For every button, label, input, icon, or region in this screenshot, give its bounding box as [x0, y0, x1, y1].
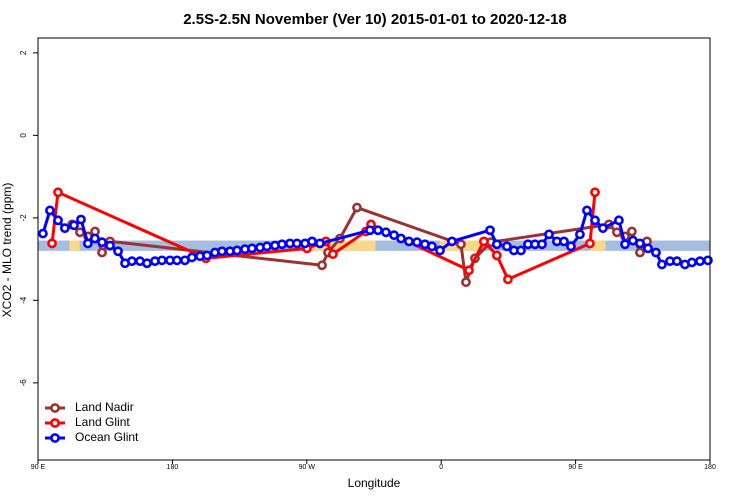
- data-point: [516, 245, 526, 256]
- data-point: [612, 227, 622, 238]
- legend-label: Land Nadir: [75, 400, 134, 414]
- data-point: [89, 233, 100, 244]
- x-tick-label: 180: [167, 464, 179, 471]
- data-point: [404, 236, 414, 247]
- data-point: [695, 256, 705, 267]
- legend-label: Land Glint: [75, 415, 130, 429]
- data-point: [456, 239, 466, 250]
- legend-label: Ocean Glint: [75, 430, 139, 444]
- y-tick-label: 2: [19, 50, 28, 55]
- data-point: [292, 238, 302, 249]
- data-point: [262, 241, 272, 252]
- data-point: [105, 240, 115, 251]
- data-point: [687, 257, 697, 268]
- data-point: [217, 246, 227, 257]
- data-point: [651, 247, 661, 258]
- y-tick-label: -2: [19, 214, 28, 222]
- series-line: [41, 207, 709, 267]
- x-tick-label: 90 E: [31, 464, 46, 471]
- highlight-range: [590, 240, 606, 251]
- data-point: [435, 245, 445, 256]
- legend-marker: [50, 433, 60, 443]
- data-point: [537, 239, 547, 250]
- data-point: [97, 247, 107, 258]
- data-point: [187, 252, 197, 263]
- data-point: [113, 246, 123, 257]
- data-point: [614, 215, 624, 226]
- data-point: [643, 243, 653, 254]
- data-point: [620, 239, 630, 250]
- data-point: [317, 260, 327, 271]
- data-point: [657, 259, 667, 270]
- data-point: [544, 229, 554, 240]
- data-point: [635, 238, 645, 249]
- data-point: [559, 236, 569, 247]
- data-point: [352, 202, 362, 213]
- data-point: [461, 277, 471, 288]
- data-point: [575, 229, 585, 240]
- data-point: [585, 238, 595, 249]
- chart-title: 2.5S-2.5N November (Ver 10) 2015-01-01 t…: [183, 11, 567, 28]
- y-tick-label: 0: [19, 133, 28, 138]
- x-axis-label: Longitude: [348, 476, 401, 490]
- data-point: [82, 238, 93, 249]
- data-point: [365, 225, 375, 236]
- data-point: [590, 187, 600, 198]
- data-point: [396, 233, 406, 244]
- data-point: [247, 243, 257, 254]
- x-tick-label: 0: [439, 464, 443, 471]
- data-point: [157, 255, 167, 266]
- data-point: [202, 250, 212, 261]
- data-point: [626, 226, 637, 237]
- data-point: [45, 205, 55, 216]
- data-point: [412, 237, 422, 248]
- data-point: [277, 239, 287, 250]
- data-point: [590, 215, 600, 226]
- data-point: [635, 247, 645, 258]
- data-point: [464, 265, 474, 276]
- data-point: [47, 238, 57, 249]
- legend-marker: [50, 418, 60, 428]
- data-point: [672, 256, 682, 267]
- x-tick-label: 90 E: [568, 464, 583, 471]
- y-axis-label: XCO2 - MLO trend (ppm): [0, 183, 14, 318]
- data-point: [492, 250, 502, 261]
- data-point: [97, 237, 107, 248]
- data-point: [381, 227, 391, 238]
- data-point: [582, 205, 592, 216]
- data-point: [53, 187, 63, 198]
- data-point: [76, 214, 86, 225]
- data-point: [328, 249, 338, 260]
- data-point: [127, 256, 137, 267]
- data-point: [232, 245, 242, 256]
- data-point: [492, 239, 502, 250]
- data-point: [172, 255, 182, 266]
- data-point: [307, 236, 317, 247]
- data-point: [69, 220, 79, 231]
- data-point: [485, 225, 495, 236]
- data-point: [503, 274, 513, 285]
- data-point: [38, 228, 48, 239]
- data-point: [53, 215, 63, 226]
- plot-area: [38, 187, 713, 288]
- y-tick-label: -4: [19, 296, 28, 304]
- y-tick-label: -6: [19, 379, 28, 387]
- data-point: [598, 223, 608, 234]
- data-point: [502, 241, 512, 252]
- x-tick-label: 90 W: [299, 464, 316, 471]
- data-point: [427, 241, 437, 252]
- data-point: [566, 241, 576, 252]
- plot-frame: [37, 37, 711, 461]
- data-point: [142, 258, 152, 269]
- x-tick-label: 180: [704, 464, 716, 471]
- highlight-range: [69, 240, 80, 251]
- data-point: [59, 223, 70, 234]
- data-point: [315, 238, 325, 249]
- data-point: [447, 236, 457, 247]
- data-point: [373, 225, 383, 236]
- legend-marker: [50, 403, 60, 413]
- data-point: [479, 236, 489, 247]
